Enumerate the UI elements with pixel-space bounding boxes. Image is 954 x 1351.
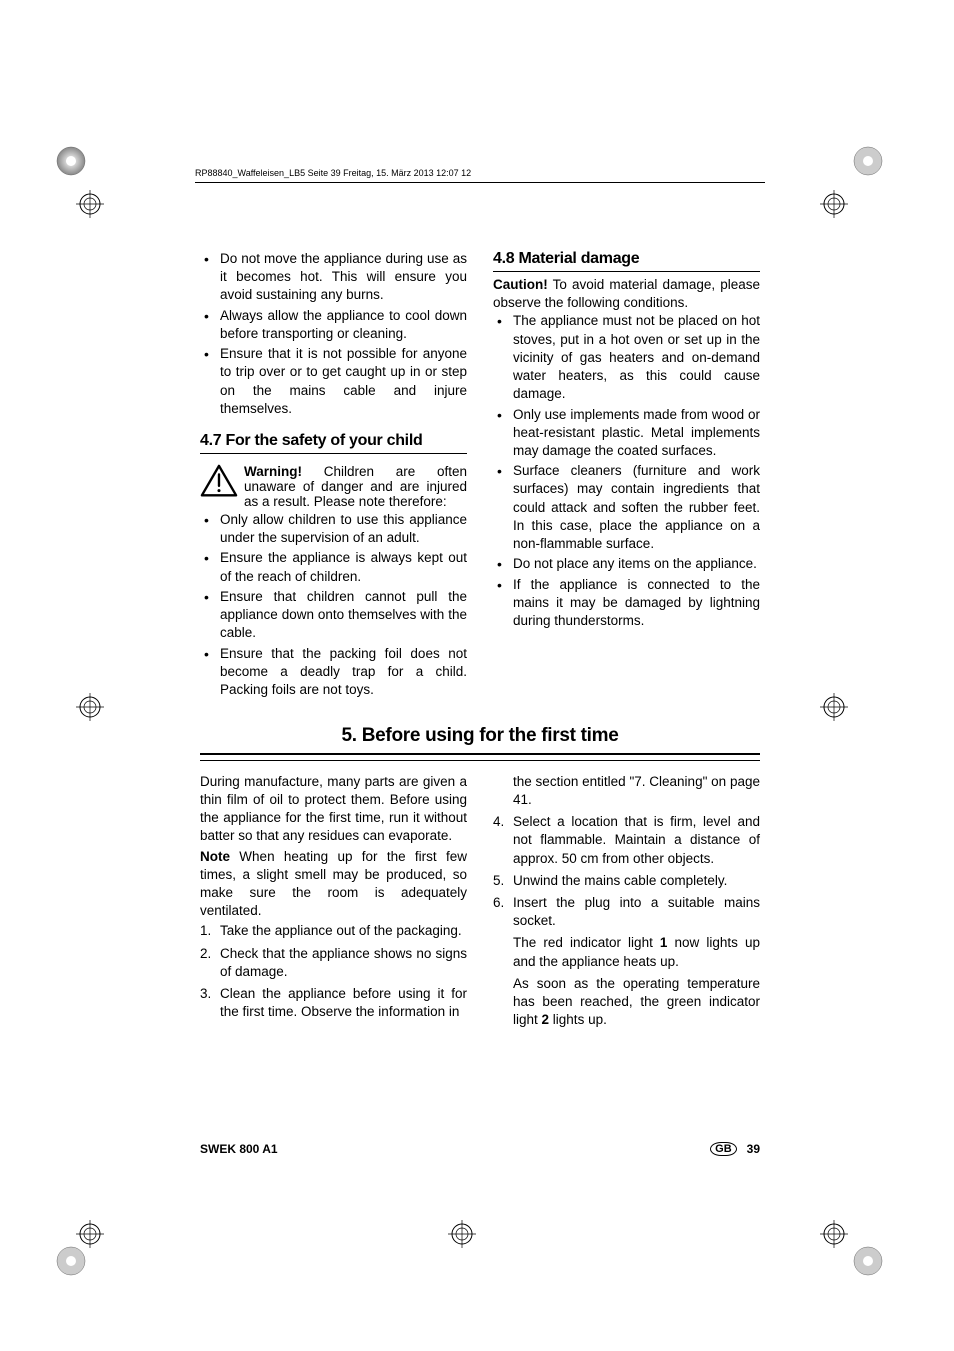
list-item: Ensure the appliance is always kept out … (200, 549, 467, 585)
page-footer: SWEK 800 A1 GB 39 (200, 1142, 760, 1156)
list-item: 2.Check that the appliance shows no sign… (200, 945, 467, 981)
color-ring-icon (852, 1245, 884, 1277)
top-left-bullets: Do not move the appliance during use as … (200, 250, 467, 418)
caution-label: Caution! (493, 277, 548, 292)
color-ring-icon (852, 145, 884, 177)
heading-4-7: 4.7 For the safety of your child (200, 432, 467, 454)
warning-label: Warning! (244, 464, 302, 479)
region-badge: GB (710, 1142, 737, 1156)
list-item: Always allow the appliance to cool down … (200, 307, 467, 343)
section5-intro: During manufacture, many parts are given… (200, 773, 467, 846)
list-item: Do not place any items on the appliance. (493, 555, 760, 573)
note-text: When heating up for the first few times,… (200, 849, 467, 919)
list-item: 4.Select a location that is firm, level … (493, 813, 760, 868)
step3-continuation: the section entitled "7. Cleaning" on pa… (493, 773, 760, 809)
list-item: Surface cleaners (furniture and work sur… (493, 462, 760, 553)
list-item: Ensure that the packing foil does not be… (200, 645, 467, 700)
section5-left-steps: 1.Take the appliance out of the packagin… (200, 922, 467, 1021)
page-number: 39 (747, 1142, 760, 1156)
model-label: SWEK 800 A1 (200, 1142, 278, 1156)
page-content: Do not move the appliance during use as … (200, 250, 760, 1034)
section5-right-steps: 4.Select a location that is firm, level … (493, 813, 760, 930)
step6-result2: As soon as the operating temperature has… (493, 975, 760, 1030)
color-ring-icon (55, 145, 87, 177)
list-item: The appliance must not be placed on hot … (493, 312, 760, 403)
heading-4-8: 4.8 Material damage (493, 250, 760, 272)
list-item: Only use implements made from wood or he… (493, 406, 760, 461)
list-item: Ensure that it is not possible for anyon… (200, 345, 467, 418)
list-item: If the appliance is connected to the mai… (493, 576, 760, 631)
list-item: 6.Insert the plug into a suitable mains … (493, 894, 760, 930)
regmark-icon (820, 693, 848, 721)
heading-section-5: 5. Before using for the first time (200, 725, 760, 747)
step6-result1: The red indicator light 1 now lights up … (493, 934, 760, 970)
list-item: Ensure that children cannot pull the app… (200, 588, 467, 643)
regmark-icon (76, 190, 104, 218)
regmark-icon (820, 1220, 848, 1248)
list-item: 1.Take the appliance out of the packagin… (200, 922, 467, 940)
section-4-7-bullets: Only allow children to use this applianc… (200, 511, 467, 699)
double-rule (200, 753, 760, 761)
regmark-icon (76, 693, 104, 721)
list-item: 5.Unwind the mains cable completely. (493, 872, 760, 890)
warning-triangle-icon (200, 464, 238, 498)
right-column: 4.8 Material damage Caution! To avoid ma… (493, 250, 760, 701)
section5-right-column: the section entitled "7. Cleaning" on pa… (493, 773, 760, 1034)
list-item: Do not move the appliance during use as … (200, 250, 467, 305)
section5-left-column: During manufacture, many parts are given… (200, 773, 467, 1034)
warning-block: Warning! Children are often unaware of d… (200, 464, 467, 509)
note-label: Note (200, 849, 230, 864)
color-ring-icon (55, 1245, 87, 1277)
section-4-8-bullets: The appliance must not be placed on hot … (493, 312, 760, 630)
footer-right: GB 39 (710, 1142, 760, 1156)
list-item: 3.Clean the appliance before using it fo… (200, 985, 467, 1021)
regmark-icon (820, 190, 848, 218)
list-item: Only allow children to use this applianc… (200, 511, 467, 547)
regmark-icon (76, 1220, 104, 1248)
section5-note: Note When heating up for the first few t… (200, 848, 467, 921)
regmark-icon (448, 1220, 476, 1248)
left-column: Do not move the appliance during use as … (200, 250, 467, 701)
caution-paragraph: Caution! To avoid material damage, pleas… (493, 276, 760, 312)
